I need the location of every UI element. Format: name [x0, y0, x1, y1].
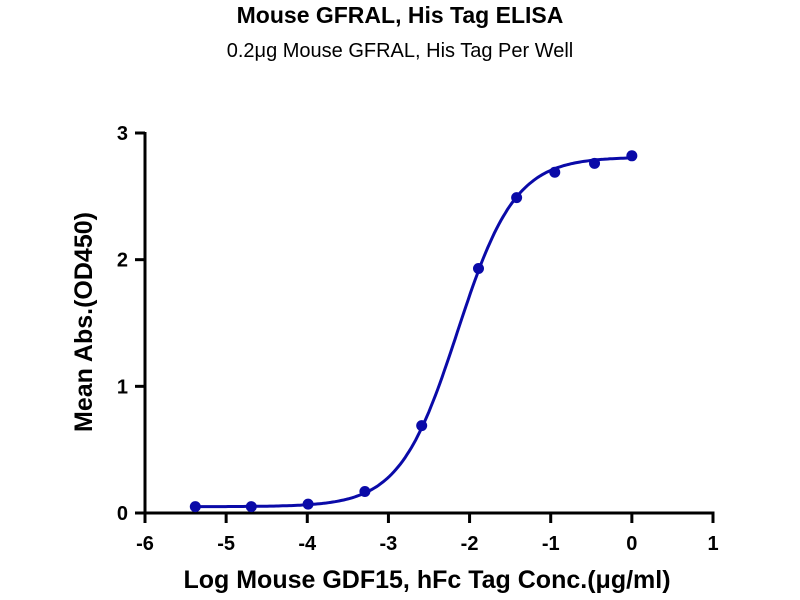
data-point [589, 157, 601, 169]
y-axis-label: Mean Abs.(OD450) [70, 212, 98, 432]
y-tick-label: 1 [117, 376, 128, 398]
x-tick-label: 0 [626, 533, 637, 555]
x-tick-label: -5 [217, 533, 235, 555]
x-axis-label: Log Mouse GDF15, hFc Tag Conc.(μg/ml) [183, 566, 670, 594]
y-tick-label: 3 [117, 123, 128, 145]
fit-curve [195, 156, 632, 509]
x-tick-label: 1 [707, 533, 718, 555]
y-tick-label: 0 [117, 503, 128, 525]
y-tick-label: 2 [117, 250, 128, 272]
chart-title: Mouse GFRAL, His Tag ELISA [236, 2, 564, 28]
data-point [189, 501, 201, 513]
x-tick-label: -3 [380, 533, 398, 555]
data-point [359, 485, 371, 497]
x-tick-label: -6 [136, 533, 154, 555]
x-tick-label: -4 [298, 533, 317, 555]
data-point [549, 166, 561, 178]
x-tick-label: -2 [461, 533, 479, 555]
data-point [511, 192, 523, 204]
data-point [302, 498, 314, 510]
data-point [416, 420, 428, 432]
data-point [626, 150, 638, 162]
data-point [245, 501, 257, 513]
chart-subtitle: 0.2μg Mouse GFRAL, His Tag Per Well [226, 40, 574, 62]
data-point [472, 263, 484, 275]
x-tick-label: -1 [542, 533, 560, 555]
